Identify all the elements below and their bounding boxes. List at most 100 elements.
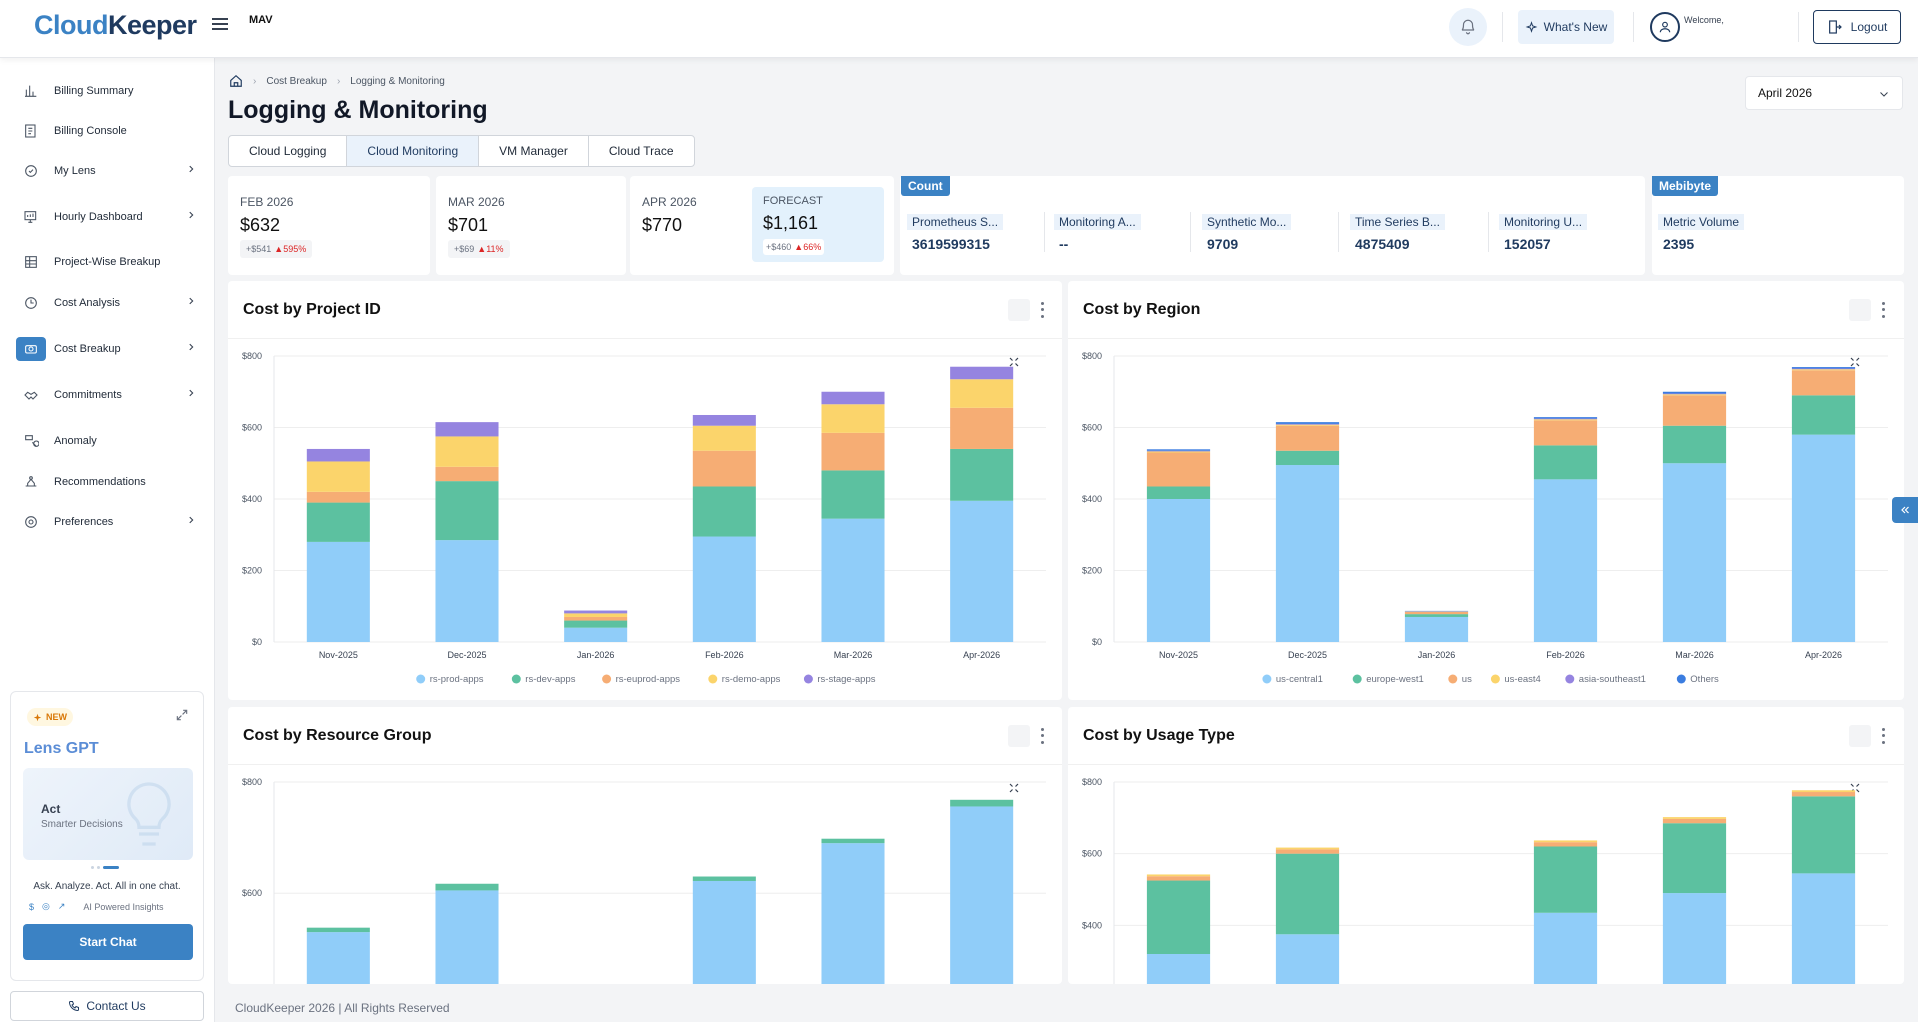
legend-label: us-east4 bbox=[1504, 674, 1540, 685]
bar-segment bbox=[821, 404, 885, 433]
bar-segment bbox=[950, 379, 1014, 408]
month-select[interactable]: April 2026 bbox=[1745, 76, 1903, 110]
count-tag: Count bbox=[901, 176, 950, 196]
expand-icon[interactable] bbox=[1849, 299, 1871, 367]
bar-segment bbox=[692, 876, 756, 881]
breadcrumb: › Cost Breakup › Logging & Monitoring bbox=[229, 74, 445, 88]
carousel-dots[interactable] bbox=[91, 866, 119, 869]
sidebar-item-commitments[interactable]: Commitments bbox=[16, 379, 200, 411]
sidebar-item-recommendations[interactable]: Recommendations bbox=[16, 466, 200, 498]
whats-new-button[interactable]: What's New bbox=[1518, 10, 1614, 44]
forecast-card: FORECAST $1,161 +$460 ▲66% bbox=[752, 187, 884, 262]
bar-segment bbox=[1275, 424, 1340, 426]
more-options-icon[interactable] bbox=[1879, 300, 1887, 320]
chart-card-usage-type: Cost by Usage Type $200$400$600$800 bbox=[1068, 707, 1904, 984]
bar-segment bbox=[1404, 616, 1469, 642]
legend-swatch bbox=[416, 674, 426, 684]
bar-segment bbox=[821, 518, 885, 642]
double-chevron-left-icon bbox=[1901, 506, 1909, 514]
legend-label: europe-west1 bbox=[1366, 674, 1424, 685]
bar-segment bbox=[1146, 876, 1211, 881]
tab-cloud-logging[interactable]: Cloud Logging bbox=[229, 136, 348, 166]
menu-toggle-icon[interactable] bbox=[212, 18, 228, 32]
sidebar-item-anomaly[interactable]: Anomaly bbox=[16, 425, 200, 457]
sidebar-item-hourly-dashboard[interactable]: Hourly Dashboard bbox=[16, 201, 200, 233]
breadcrumb-cost-breakup[interactable]: Cost Breakup bbox=[266, 75, 327, 87]
cloudkeeper-logo[interactable]: CloudKeeper bbox=[34, 10, 197, 40]
stacked-bar-chart: $0 $200 $400 $600 $800 Nov-2025 Dec-2025 Jan-20… bbox=[1082, 351, 1888, 685]
bar-segment bbox=[1662, 391, 1727, 394]
chart-title: Cost by Usage Type bbox=[1083, 727, 1235, 744]
x-tick-label: Feb-2026 bbox=[1546, 650, 1585, 660]
contact-us-button[interactable]: Contact Us bbox=[10, 991, 204, 1021]
change-badge: +$541 ▲595% bbox=[240, 240, 313, 258]
more-options-icon[interactable] bbox=[1038, 300, 1046, 320]
bar-segment bbox=[1662, 817, 1727, 819]
sidebar-item-label: Recommendations bbox=[54, 476, 146, 488]
bar-segment bbox=[1662, 425, 1727, 464]
bar-segment bbox=[1146, 954, 1211, 984]
bar-segment bbox=[1275, 853, 1340, 935]
bar-segment bbox=[1533, 418, 1598, 420]
bar-segment bbox=[306, 448, 370, 462]
tab-cloud-trace[interactable]: Cloud Trace bbox=[608, 144, 674, 158]
sidebar-item-billing-console[interactable]: Billing Console bbox=[16, 115, 200, 147]
trend-icon: ↗ bbox=[57, 901, 66, 911]
start-chat-button[interactable]: Start Chat bbox=[23, 924, 193, 960]
bar-segment bbox=[950, 366, 1014, 380]
bar-segment bbox=[564, 610, 628, 614]
expand-icon[interactable] bbox=[1008, 725, 1030, 793]
logout-button[interactable]: Logout bbox=[1813, 10, 1901, 44]
y-tick-label: $600 bbox=[242, 888, 262, 898]
sidebar-item-my-lens[interactable]: My Lens bbox=[16, 155, 200, 187]
sidebar-item-label: Hourly Dashboard bbox=[54, 211, 143, 223]
stacked-bar-chart: $200$400$600$800 bbox=[1082, 777, 1888, 984]
y-tick-label: $0 bbox=[1092, 637, 1102, 647]
metric-volume: Metric Volume 2395 bbox=[1658, 214, 1745, 252]
legend-swatch bbox=[511, 674, 521, 684]
bar-segment bbox=[1662, 394, 1727, 396]
bar-segment bbox=[950, 799, 1014, 807]
sidebar-item-billing-summary[interactable]: Billing Summary bbox=[16, 75, 200, 107]
page-scrollbar[interactable] bbox=[1912, 58, 1918, 1022]
tab-vm-manager[interactable]: VM Manager bbox=[479, 136, 589, 166]
home-icon[interactable] bbox=[229, 74, 243, 88]
collapse-icon[interactable] bbox=[175, 708, 189, 727]
lens-icon bbox=[16, 159, 46, 183]
y-tick-label: $800 bbox=[1082, 777, 1102, 787]
count-panel: Count Prometheus S... 3619599315 Monitori… bbox=[900, 176, 1645, 275]
notifications-button[interactable] bbox=[1449, 8, 1487, 46]
user-avatar[interactable] bbox=[1650, 12, 1680, 42]
bar-segment bbox=[692, 425, 756, 451]
bar-segment bbox=[821, 843, 885, 984]
bar-segment bbox=[1662, 463, 1727, 642]
chevron-right-icon bbox=[189, 516, 194, 524]
top-header: CloudKeeper MAV What's New Welcome, Logo… bbox=[0, 0, 1918, 58]
y-tick-label: $600 bbox=[1082, 849, 1102, 859]
slide-subtitle: Smarter Decisions bbox=[41, 819, 123, 830]
sidebar-item-project-wise-breakup[interactable]: Project-Wise Breakup bbox=[16, 246, 200, 278]
tab-cloud-monitoring[interactable]: Cloud Monitoring bbox=[347, 136, 480, 166]
sidebar-item-label: Billing Summary bbox=[54, 85, 134, 97]
bar-segment bbox=[1146, 450, 1211, 452]
x-tick-label: Apr-2026 bbox=[963, 650, 1000, 660]
sidebar-item-label: Project-Wise Breakup bbox=[54, 256, 161, 268]
bar-segment bbox=[1533, 842, 1598, 847]
more-options-icon[interactable] bbox=[1038, 726, 1046, 746]
header-divider bbox=[1502, 12, 1503, 42]
bar-segment bbox=[692, 536, 756, 642]
bar-segment bbox=[1275, 423, 1340, 425]
chart-title: Cost by Resource Group bbox=[243, 727, 432, 744]
sidebar-item-cost-analysis[interactable]: Cost Analysis bbox=[16, 287, 200, 319]
expand-icon[interactable] bbox=[1008, 299, 1030, 367]
change-badge: +$460 ▲66% bbox=[763, 239, 825, 255]
page-title: Logging & Monitoring bbox=[228, 96, 488, 124]
side-panel-toggle[interactable] bbox=[1892, 497, 1918, 523]
x-tick-label: Jan-2026 bbox=[577, 650, 615, 660]
more-options-icon[interactable] bbox=[1879, 726, 1887, 746]
sidebar-item-preferences[interactable]: Preferences bbox=[16, 506, 200, 538]
bar-segment bbox=[1146, 499, 1211, 642]
bar-segment bbox=[306, 541, 370, 642]
sidebar-item-cost-breakup[interactable]: Cost Breakup bbox=[16, 333, 200, 365]
expand-icon[interactable] bbox=[1849, 725, 1871, 793]
